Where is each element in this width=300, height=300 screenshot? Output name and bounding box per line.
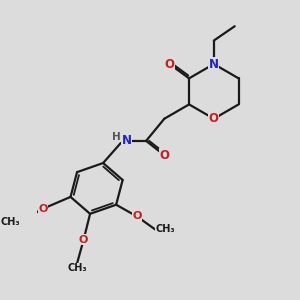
Text: O: O [132, 212, 142, 221]
Text: N: N [122, 134, 132, 147]
Text: O: O [38, 204, 48, 214]
Text: O: O [209, 112, 219, 125]
Text: CH₃: CH₃ [0, 217, 20, 227]
Text: O: O [79, 235, 88, 245]
Text: H: H [112, 132, 121, 142]
Text: CH₃: CH₃ [155, 224, 175, 235]
Text: CH₃: CH₃ [67, 263, 87, 273]
Text: N: N [209, 58, 219, 70]
Text: O: O [159, 149, 169, 162]
Text: O: O [165, 58, 175, 70]
